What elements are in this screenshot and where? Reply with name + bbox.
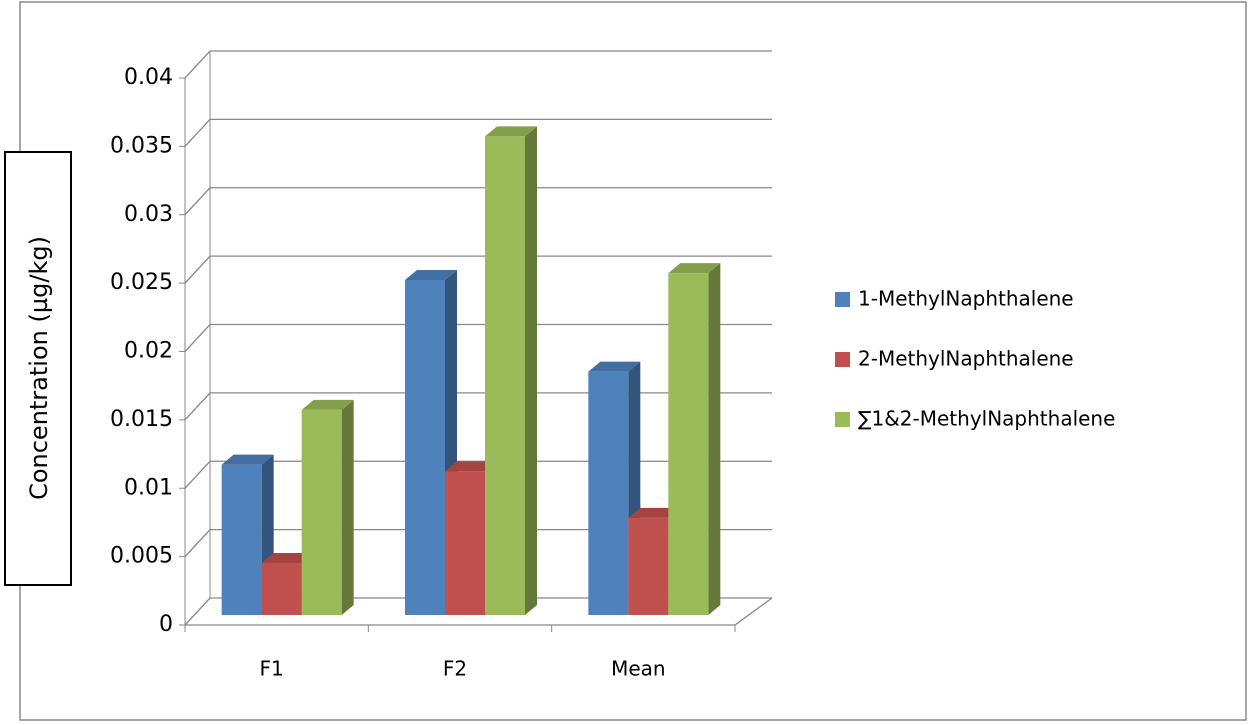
legend-label: 1-MethylNaphthalene (858, 287, 1074, 311)
y-tick-label: 0.04 (124, 65, 173, 90)
bar-face (525, 126, 537, 615)
bar (485, 126, 537, 615)
y-axis-title: Concentration (µg/kg) (25, 236, 53, 500)
bar-face (628, 517, 669, 615)
legend-swatch (835, 352, 850, 367)
bar-face (668, 273, 709, 615)
grid-line (184, 255, 772, 284)
bar-face (588, 371, 629, 615)
grid-line (184, 323, 772, 352)
y-tick-label: 0.025 (110, 270, 173, 295)
x-tick-label: Mean (611, 657, 666, 681)
bar-face (301, 409, 342, 615)
legend-swatch (835, 412, 850, 427)
bar-face (341, 399, 354, 615)
bar-face (221, 454, 274, 465)
bar-face (445, 471, 485, 615)
grid-line (184, 118, 772, 147)
y-tick-label: 0 (159, 612, 173, 637)
bar-face (485, 126, 537, 137)
y-label-box (4, 151, 72, 586)
grid-line (184, 50, 772, 79)
bar (301, 399, 354, 615)
grid-line (184, 187, 772, 216)
legend-swatch (835, 292, 850, 307)
grid-line (184, 597, 772, 626)
grid-line (184, 528, 772, 558)
grid-line (184, 392, 772, 421)
bar-face (708, 263, 721, 615)
bar-face (668, 263, 721, 274)
x-tick-label: F2 (443, 657, 467, 681)
bar-face (221, 464, 262, 615)
legend-label: 2-MethylNaphthalene (858, 347, 1074, 371)
bar-face (405, 279, 445, 615)
x-tick-label: F1 (260, 657, 284, 681)
y-tick-label: 0.03 (124, 202, 173, 227)
y-tick-label: 0.035 (110, 133, 173, 158)
y-tick-label: 0.015 (110, 407, 173, 432)
bar-face (445, 461, 497, 472)
bar (668, 263, 721, 615)
y-tick-label: 0.02 (124, 339, 173, 364)
y-tick-label: 0.01 (124, 475, 173, 500)
bar-face (588, 361, 641, 372)
bar-face (261, 563, 302, 615)
bar-face (485, 136, 525, 615)
grid-line (184, 460, 772, 489)
bar-face (301, 399, 354, 410)
legend-label: ∑1&2-MethylNaphthalene (858, 407, 1115, 431)
y-tick-label: 0.005 (110, 544, 173, 569)
bar-face (628, 507, 681, 518)
bar-face (261, 553, 314, 564)
bar-face (405, 269, 457, 280)
